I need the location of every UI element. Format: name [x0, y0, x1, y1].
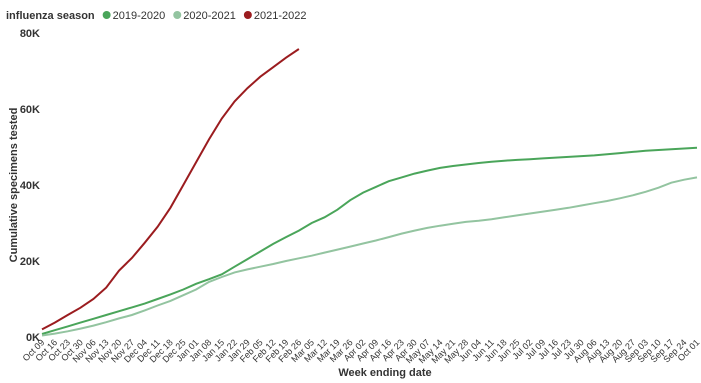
legend-marker — [243, 11, 252, 19]
legend-marker — [102, 11, 111, 19]
line-series — [41, 146, 698, 335]
y-tick-label: 20K — [20, 256, 40, 268]
legend-title: influenza season — [6, 10, 95, 22]
legend-label: 2021-2022 — [254, 10, 307, 22]
y-tick-label: 0K — [26, 332, 40, 344]
legend-marker — [173, 11, 182, 19]
line-series — [41, 176, 698, 337]
x-axis-label: Week ending date — [338, 367, 431, 379]
y-tick-label: 40K — [20, 180, 40, 192]
y-tick-label: 80K — [20, 28, 40, 40]
y-axis-label: Cumulative specimens tested — [8, 108, 20, 263]
line-series — [41, 48, 300, 331]
legend-label: 2020-2021 — [183, 10, 236, 22]
y-tick-label: 60K — [20, 104, 40, 116]
legend-label: 2019-2020 — [113, 10, 166, 22]
